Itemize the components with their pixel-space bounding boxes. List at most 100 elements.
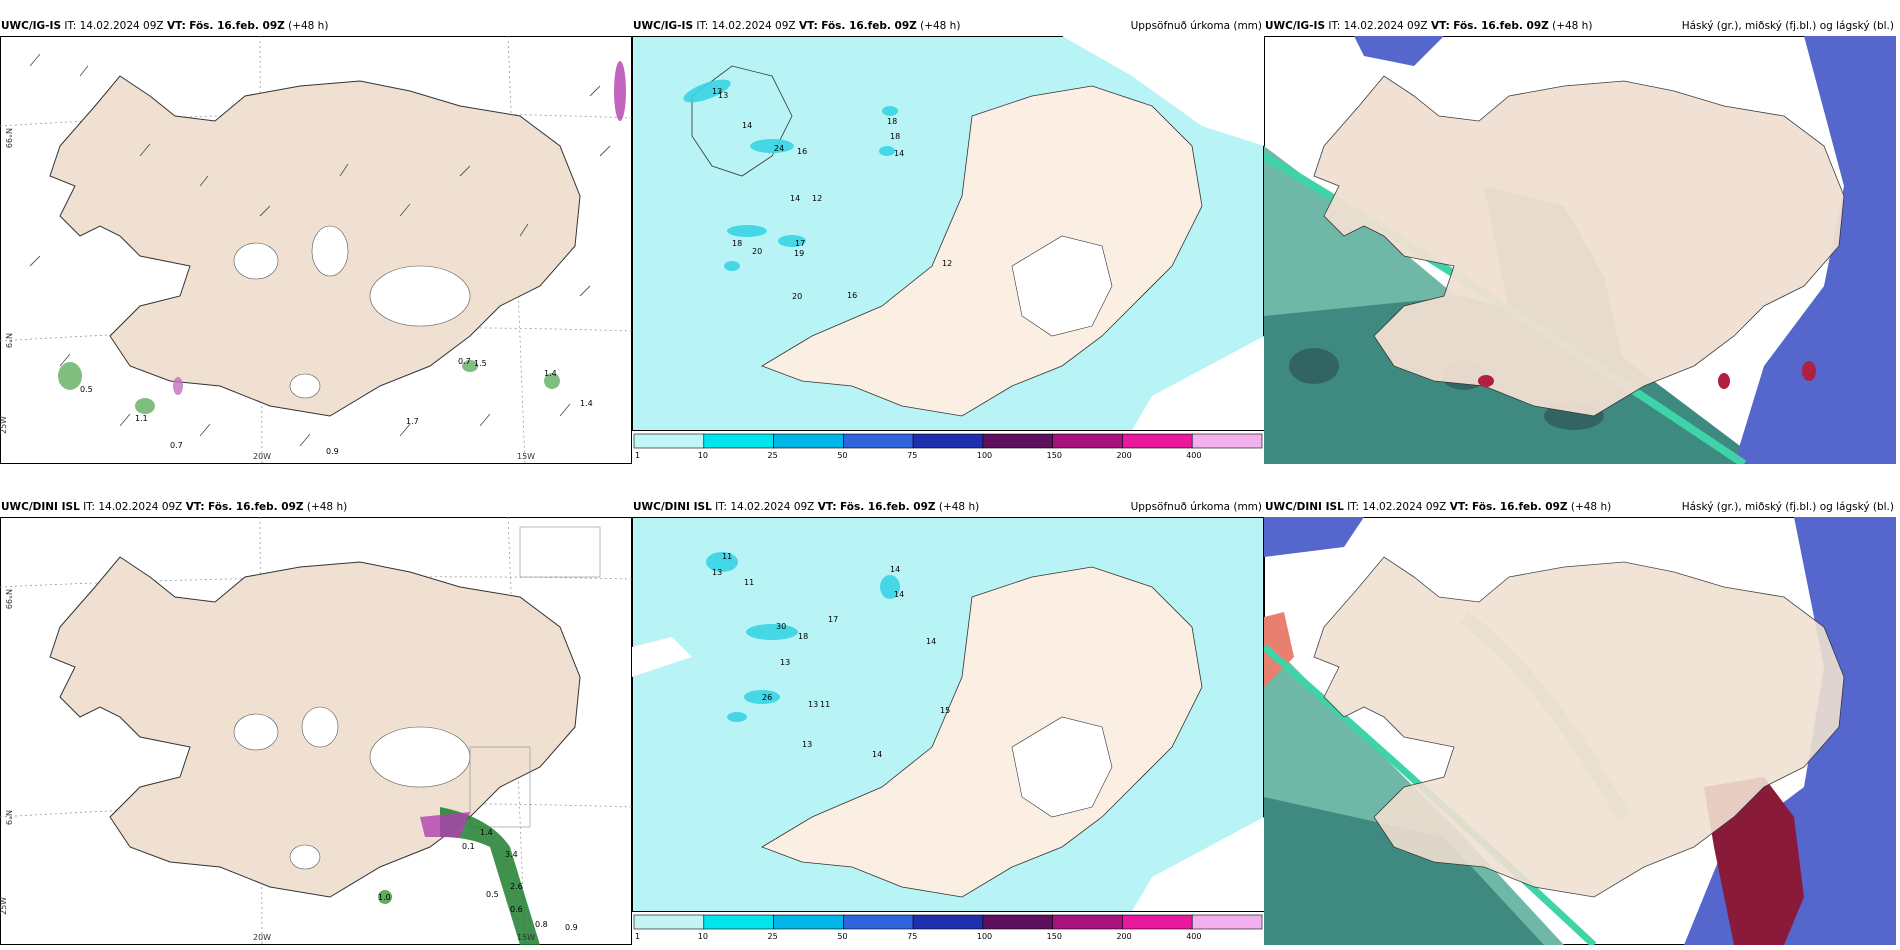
colorbar-segment	[703, 433, 774, 449]
svg-text:20W: 20W	[253, 452, 271, 461]
colorbar-label: 150	[1047, 451, 1062, 460]
iceland-landmass	[761, 85, 1203, 417]
svg-text:14: 14	[894, 149, 904, 158]
cloud-map	[1264, 517, 1896, 945]
colorbar-label: 400	[1186, 932, 1201, 941]
colorbar-label: 1	[635, 932, 640, 941]
svg-text:11: 11	[744, 578, 754, 587]
colorbar-segment	[843, 433, 914, 449]
svg-text:18: 18	[798, 632, 808, 641]
colorbar-label: 50	[837, 451, 847, 460]
colorbar-segment	[1052, 433, 1123, 449]
svg-text:17: 17	[795, 239, 805, 248]
svg-text:14: 14	[790, 194, 800, 203]
colorbar-segment	[982, 433, 1053, 449]
colorbar-segment	[773, 914, 844, 930]
svg-text:0.9: 0.9	[565, 923, 578, 932]
svg-text:1.0: 1.0	[378, 893, 391, 902]
svg-text:11: 11	[820, 700, 830, 709]
svg-text:14: 14	[926, 637, 936, 646]
svg-text:18: 18	[732, 239, 742, 248]
svg-text:N°9: N°9	[4, 810, 13, 825]
svg-text:0.6: 0.6	[510, 905, 523, 914]
colorbar-label: 75	[907, 451, 917, 460]
svg-text:0.7: 0.7	[458, 357, 471, 366]
svg-text:17: 17	[828, 615, 838, 624]
svg-text:0.5: 0.5	[486, 890, 499, 899]
svg-text:15: 15	[940, 706, 950, 715]
colorbar-segment	[773, 433, 844, 449]
svg-text:14: 14	[894, 590, 904, 599]
panel-wind-bottom: UWC/DINI ISL IT: 14.02.2024 09Z VT: Fös.…	[0, 493, 632, 945]
svg-text:14: 14	[890, 565, 900, 574]
svg-text:15W: 15W	[517, 452, 535, 461]
colorbar-segment	[703, 914, 774, 930]
svg-text:30: 30	[776, 622, 786, 631]
svg-text:1.7: 1.7	[406, 417, 419, 426]
panel-wind-top: UWC/IG-IS IT: 14.02.2024 09Z VT: Fös. 16…	[0, 12, 632, 464]
colorbar-segment	[912, 433, 984, 449]
colorbar-segment	[843, 914, 914, 930]
svg-text:N°99: N°99	[4, 589, 13, 609]
panel-header: UWC/DINI ISL IT: 14.02.2024 09Z VT: Fös.…	[1, 501, 348, 513]
colorbar-label: 10	[698, 451, 708, 460]
colorbar: 1 10 25 50 75 100 150 200 400	[633, 433, 1263, 460]
panel-header: UWC/DINI ISL IT: 14.02.2024 09Z VT: Fös.…	[1265, 501, 1612, 513]
panel-precip-bottom: UWC/DINI ISL IT: 14.02.2024 09Z VT: Fös.…	[632, 493, 1264, 945]
svg-text:19: 19	[794, 249, 804, 258]
svg-text:2.6: 2.6	[510, 882, 523, 891]
panel-subtitle: Háský (gr.), miðský (fj.bl.) og lágský (…	[1681, 501, 1894, 513]
colorbar-label: 25	[768, 451, 778, 460]
colorbar-label: 200	[1116, 451, 1131, 460]
colorbar-label: 75	[907, 932, 917, 941]
svg-text:16: 16	[847, 291, 857, 300]
svg-text:13: 13	[712, 568, 722, 577]
svg-text:20: 20	[792, 292, 802, 301]
colorbar-label: 25	[768, 932, 778, 941]
svg-text:26: 26	[762, 693, 772, 702]
svg-text:13: 13	[718, 91, 728, 100]
panel-precip-top: UWC/IG-IS IT: 14.02.2024 09Z VT: Fös. 16…	[632, 12, 1264, 464]
panel-header: UWC/IG-IS IT: 14.02.2024 09Z VT: Fös. 16…	[1265, 20, 1593, 32]
colorbar-label: 100	[977, 932, 992, 941]
svg-text:0.8: 0.8	[535, 920, 548, 929]
precip-map: 11 13 11 30 18 13 26 13 11 14 14 14 15 1…	[632, 517, 1264, 941]
svg-text:18: 18	[890, 132, 900, 141]
panel-subtitle: Uppsöfnuð úrkoma (mm)	[1130, 501, 1262, 513]
svg-text:25W: 25W	[0, 416, 8, 434]
svg-text:1.4: 1.4	[480, 828, 493, 837]
colorbar-segment	[1191, 914, 1263, 930]
iceland-landmass	[761, 566, 1203, 898]
svg-text:0.1: 0.1	[462, 842, 475, 851]
precip-map: 13 14 24 16 18 14 12 20 17 18 19 20 13 1…	[632, 36, 1264, 460]
svg-text:12: 12	[942, 259, 952, 268]
svg-text:14: 14	[742, 121, 752, 130]
svg-text:N°99: N°99	[4, 128, 13, 148]
iceland-landmass	[1313, 556, 1845, 898]
colorbar-label: 200	[1116, 932, 1131, 941]
svg-text:1.1: 1.1	[135, 414, 148, 423]
panel-subtitle: Uppsöfnuð úrkoma (mm)	[1130, 20, 1262, 32]
svg-text:15W: 15W	[517, 933, 535, 942]
colorbar: 1 10 25 50 75 100 150 200 400	[633, 914, 1263, 941]
colorbar-segment	[1122, 433, 1193, 449]
svg-text:24: 24	[774, 144, 784, 153]
svg-text:20W: 20W	[253, 933, 271, 942]
svg-text:0.9: 0.9	[326, 447, 339, 456]
svg-text:13: 13	[712, 87, 722, 96]
svg-text:3.4: 3.4	[505, 850, 518, 859]
colorbar-segment	[982, 914, 1053, 930]
svg-text:14: 14	[872, 750, 882, 759]
colorbar-segment	[912, 914, 984, 930]
colorbar-segment	[633, 914, 705, 930]
colorbar-label: 10	[698, 932, 708, 941]
svg-text:12: 12	[812, 194, 822, 203]
svg-text:16: 16	[797, 147, 807, 156]
wind-map: 0.5 1.1 0.7 0.9 0.7 1.5 1.4 1.7 1.4 N°99…	[0, 36, 632, 464]
svg-text:13: 13	[808, 700, 818, 709]
colorbar-label: 150	[1047, 932, 1062, 941]
panel-header: UWC/DINI ISL IT: 14.02.2024 09Z VT: Fös.…	[633, 501, 980, 513]
svg-text:18: 18	[887, 117, 897, 126]
panel-subtitle: Háský (gr.), miðský (fj.bl.) og lágský (…	[1681, 20, 1894, 32]
svg-text:25W: 25W	[0, 897, 8, 915]
